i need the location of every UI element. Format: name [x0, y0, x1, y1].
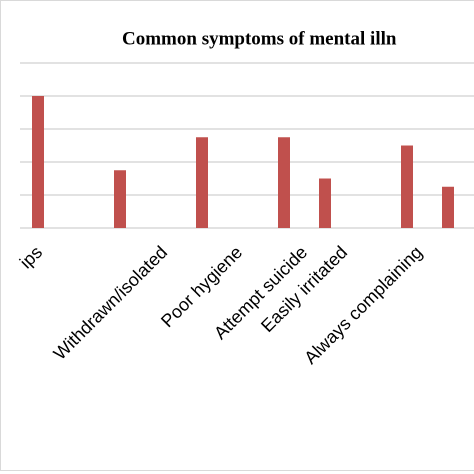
x-tick-label: ips — [16, 242, 46, 272]
bar — [401, 145, 413, 228]
bar — [114, 170, 126, 228]
bar — [442, 186, 454, 228]
chart-title: Common symptoms of mental illn — [122, 28, 397, 49]
bar — [196, 137, 208, 228]
bar — [32, 96, 44, 228]
x-tick-label: Withdrawn/isolated — [50, 242, 172, 364]
bar — [278, 137, 290, 228]
bar — [319, 178, 331, 228]
